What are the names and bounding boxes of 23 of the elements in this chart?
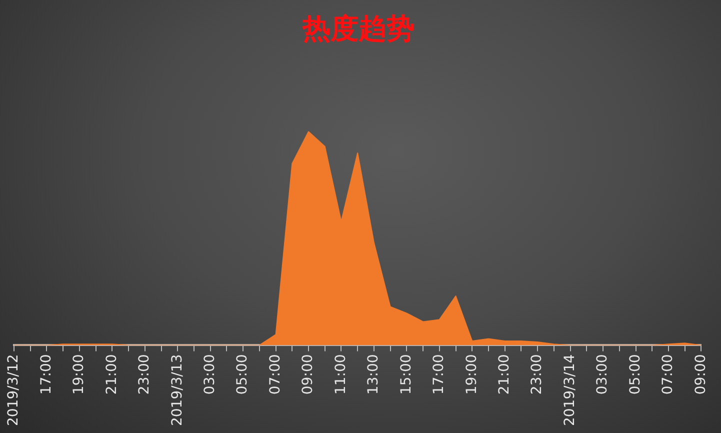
x-tick-label: 07:00 — [267, 354, 284, 395]
x-tick-label: 19:00 — [71, 354, 88, 395]
x-tick-label: 09:00 — [300, 354, 316, 395]
x-tick-label: 05:00 — [627, 354, 644, 395]
x-tick-label: 03:00 — [202, 354, 218, 395]
x-tick-label: 05:00 — [234, 354, 251, 395]
x-tick-label: 03:00 — [594, 354, 611, 395]
x-tick-label: 11:00 — [332, 354, 349, 395]
x-tick-label: 17:00 — [431, 354, 448, 395]
chart-title: 热度趋势 — [302, 12, 414, 46]
x-tick-label: 23:00 — [529, 354, 546, 395]
x-tick-label: 09:00 — [692, 354, 709, 395]
x-tick-label: 21:00 — [104, 354, 120, 395]
x-tick-label: 2019/3/13 — [169, 354, 186, 426]
x-tick-label: 07:00 — [660, 354, 676, 395]
x-tick-label: 17:00 — [38, 354, 54, 395]
x-tick-label: 2019/3/14 — [562, 354, 578, 426]
x-tick-label: 15:00 — [398, 354, 414, 395]
x-tick-label: 23:00 — [136, 354, 153, 395]
x-tick-label: 21:00 — [496, 354, 512, 395]
x-tick-label: 13:00 — [366, 354, 382, 395]
x-tick-label: 2019/3/12 — [6, 354, 22, 426]
x-tick-label: 19:00 — [464, 354, 480, 395]
